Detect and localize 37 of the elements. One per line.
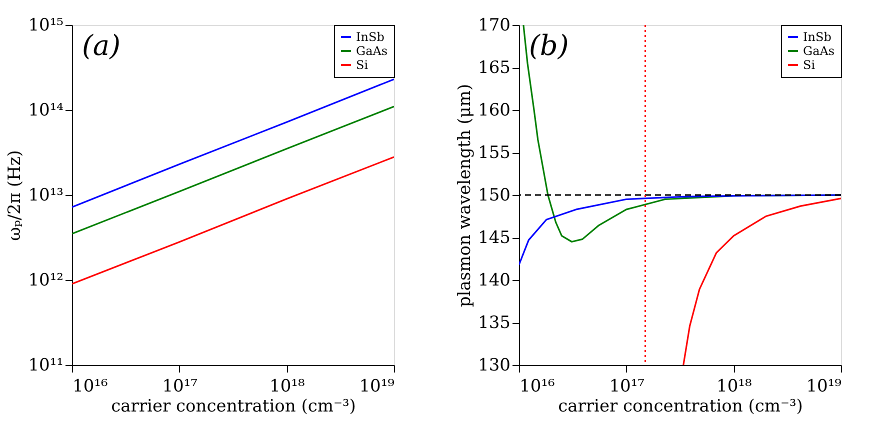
- legend-label: GaAs: [356, 44, 388, 58]
- y-tick-label: 160: [478, 100, 510, 120]
- legend-label: Si: [356, 58, 368, 72]
- x-tick-label: 10¹⁶: [520, 376, 555, 396]
- y-tick-label: 130: [478, 356, 510, 376]
- line-series: [72, 106, 394, 235]
- legend-label: InSb: [803, 30, 832, 44]
- y-axis-title: plasmon wavelength (μm): [455, 84, 476, 308]
- line-series: [72, 156, 394, 285]
- y-tick-label: 10¹¹: [28, 356, 64, 376]
- y-tick-label: 170: [478, 16, 510, 36]
- legend-label: GaAs: [803, 44, 835, 58]
- y-tick-label: 155: [478, 143, 510, 163]
- x-tick-label: 10¹⁹: [359, 376, 395, 396]
- annotation: (a): [82, 29, 121, 62]
- x-tick-label: 10¹⁸: [270, 376, 305, 396]
- y-tick-label: 145: [478, 228, 510, 248]
- y-axis-title: ωₚ/2π (Hz): [5, 150, 26, 241]
- legend-label: InSb: [356, 30, 385, 44]
- y-tick-label: 10¹⁴: [28, 100, 64, 120]
- y-tick-label: 10¹⁵: [28, 16, 64, 36]
- y-tick-label: 135: [478, 313, 510, 333]
- y-tick-label: 165: [478, 58, 510, 78]
- y-tick-label: 10¹²: [28, 270, 64, 290]
- x-axis-title: carrier concentration (cm⁻³): [558, 396, 803, 416]
- y-tick-label: 10¹³: [28, 186, 64, 206]
- x-axis-title: carrier concentration (cm⁻³): [111, 396, 356, 416]
- x-tick-label: 10¹⁸: [716, 376, 752, 396]
- x-tick-label: 10¹⁷: [162, 376, 198, 396]
- annotation: (b): [529, 29, 569, 62]
- x-tick-label: 10¹⁶: [72, 376, 108, 396]
- y-tick-label: 150: [478, 186, 510, 206]
- x-tick-label: 10¹⁹: [806, 376, 842, 396]
- legend-label: Si: [803, 58, 816, 72]
- x-tick-label: 10¹⁷: [609, 376, 645, 396]
- y-tick-label: 140: [478, 270, 510, 290]
- line-series: [72, 78, 394, 208]
